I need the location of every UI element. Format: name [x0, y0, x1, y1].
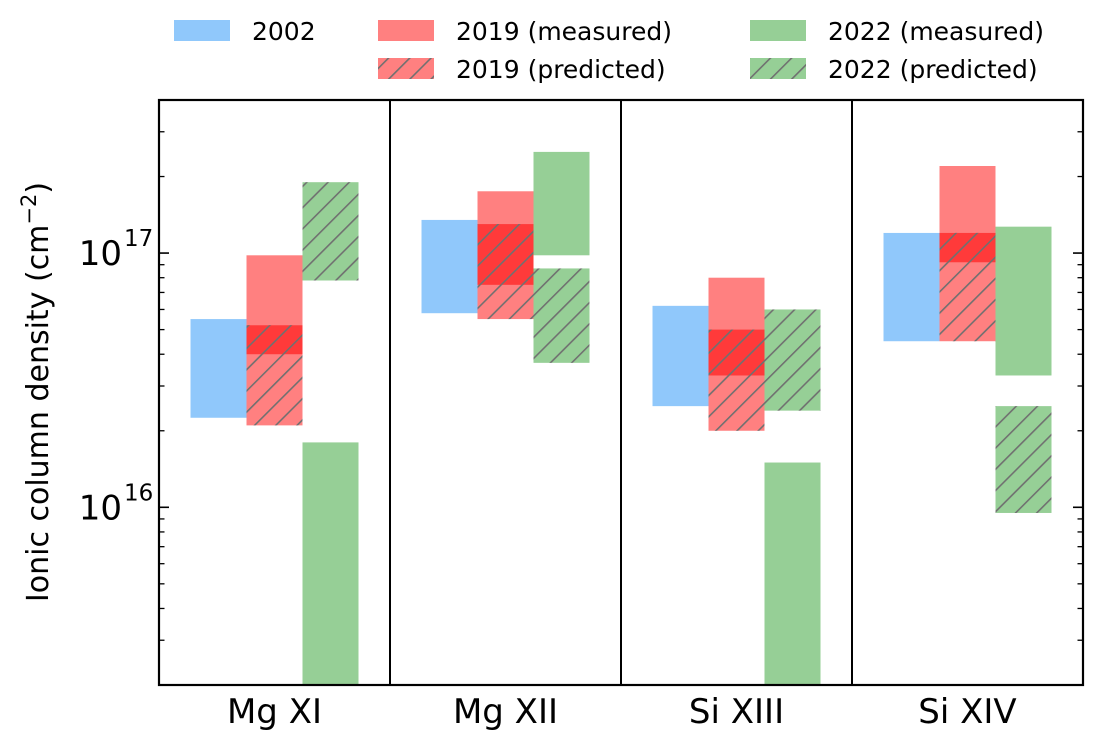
legend-label-2002: 2002	[252, 17, 316, 46]
legend-label-2022-measured: 2022 (measured)	[828, 17, 1044, 46]
hatch-2019-overlap-mg-xii	[477, 224, 534, 285]
bar-2002-mg-xii	[421, 219, 478, 314]
x-tick-label-si-xiii: Si XIII	[689, 692, 784, 732]
bar-2022-measured-si-xiv	[995, 226, 1052, 376]
hatch-2022-predicted-si-xiv	[995, 406, 1052, 513]
legend: 2002 2019 (measured) 2022 (measured) 2019 (…	[174, 17, 1044, 84]
hatch-2022-predicted-si-xiii	[764, 309, 821, 411]
legend-swatch-2022-measured	[750, 20, 806, 41]
legend-label-2019-predicted: 2019 (predicted)	[456, 55, 666, 84]
bar-2022-measured-si-xiii	[764, 462, 821, 685]
hatch-2019-overlap-mg-xi	[246, 325, 303, 355]
legend-label-2019-measured: 2019 (measured)	[456, 17, 672, 46]
x-tick-label-si-xiv: Si XIV	[918, 692, 1016, 732]
legend-label-2022-predicted: 2022 (predicted)	[828, 55, 1038, 84]
bar-2002-mg-xi	[190, 319, 247, 418]
y-axis-label: Ionic column density (cm−2)	[17, 182, 56, 602]
hatch-2022-predicted-mg-xi	[302, 182, 359, 281]
y-tick-label-1e17: 10	[79, 234, 122, 274]
legend-hatch-2019-predicted	[378, 58, 434, 79]
hatch-2022-predicted-mg-xii	[533, 268, 590, 363]
bar-2022-measured-mg-xii	[533, 151, 590, 256]
hatch-2019-overlap-si-xiv	[939, 232, 996, 263]
bar-2022-measured-mg-xi	[302, 442, 359, 685]
y-tick-exponent-16: 16	[124, 480, 153, 506]
x-tick-label-mg-xi: Mg XI	[227, 692, 322, 732]
y-tick-label-1e16: 10	[79, 488, 122, 528]
legend-hatch-2022-predicted	[750, 58, 806, 79]
hatch-2019-overlap-si-xiii	[708, 329, 765, 376]
bars-layer	[190, 151, 1052, 685]
bar-2002-si-xiii	[652, 305, 709, 407]
legend-swatch-2019-measured	[378, 20, 434, 41]
x-tick-label-mg-xii: Mg XII	[453, 692, 558, 732]
bar-2002-si-xiv	[883, 232, 940, 342]
legend-swatch-2002	[174, 20, 230, 41]
y-tick-exponent-17: 17	[124, 226, 153, 252]
